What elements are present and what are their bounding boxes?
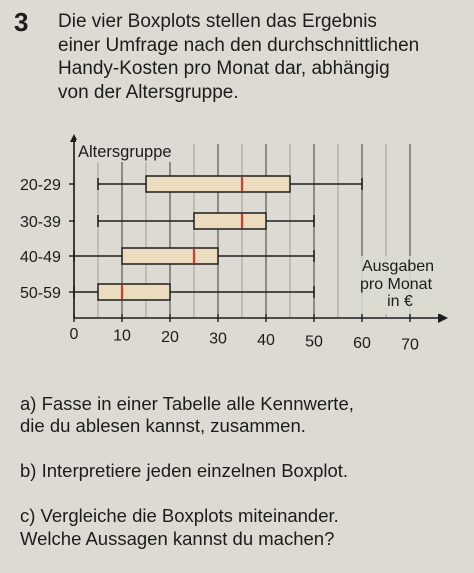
category-label: 40-49: [20, 249, 61, 266]
boxplot-20-29: 20-29: [20, 175, 363, 194]
x-tick-label: 60: [353, 335, 371, 352]
question-b: b) Interpretiere jeden einzelnen Boxplot…: [20, 460, 349, 481]
category-label: 50-59: [20, 285, 61, 302]
task-intro: Die vier Boxplots stellen das Ergebnis e…: [58, 11, 420, 103]
box-iqr: [97, 283, 171, 301]
x-tick-label: 30: [209, 331, 227, 348]
boxplot-50-59: 50-59: [20, 283, 315, 302]
box-iqr: [145, 175, 291, 193]
category-label: 20-29: [20, 177, 61, 194]
task-questions: a) Fasse in einer Tabelle alle Kennwerte…: [20, 370, 460, 573]
x-tick-label: 0: [70, 326, 79, 343]
question-c: c) Vergleiche die Boxplots miteinander. …: [20, 505, 339, 549]
task-number: 3: [14, 7, 29, 37]
boxplot-30-39: 30-39: [20, 212, 315, 231]
x-tick-label: 20: [161, 329, 179, 346]
x-axis-arrow: [438, 313, 448, 323]
box-iqr: [121, 247, 219, 265]
boxplot-chart: 20-29 30-39 40-49 50-59 Altersgruppe 0 10 20 30…: [20, 134, 448, 354]
x-axis-label-line: Ausgaben: [362, 258, 434, 275]
ylabel-background: [76, 140, 188, 162]
x-tick-label: 10: [113, 328, 131, 345]
x-tick-label: 70: [401, 337, 419, 354]
y-axis-label: Altersgruppe: [78, 143, 172, 161]
x-tick-label: 50: [305, 334, 323, 351]
xlabel-background: [345, 256, 445, 314]
x-axis-label-line: pro Monat: [360, 276, 433, 293]
boxplot-40-49: 40-49: [20, 247, 315, 266]
x-axis-label-line: in €: [387, 293, 413, 310]
x-tick-label: 40: [257, 332, 275, 349]
question-a: a) Fasse in einer Tabelle alle Kennwerte…: [20, 392, 354, 437]
boxplots: 20-29 30-39 40-49 50-59: [20, 175, 363, 302]
box-iqr: [193, 212, 267, 230]
category-label: 30-39: [20, 214, 61, 231]
